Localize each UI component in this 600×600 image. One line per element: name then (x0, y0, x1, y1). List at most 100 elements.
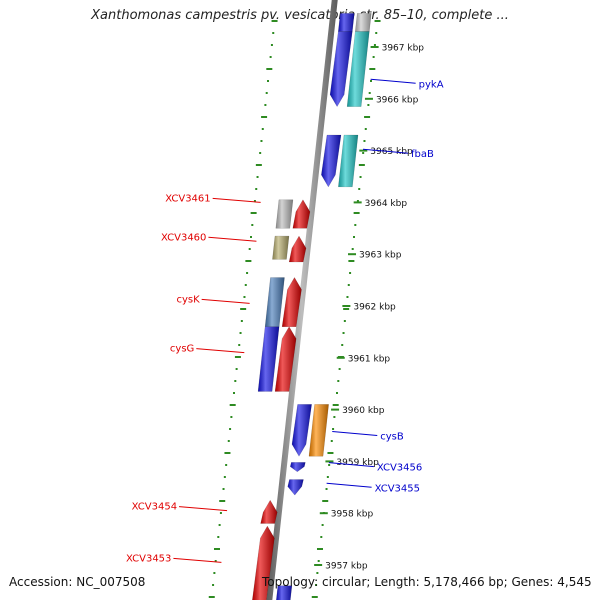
gene-label-cysb[interactable]: cysB (380, 432, 404, 443)
map-title: Xanthomonas campestris pv. vesicatoria s… (91, 8, 509, 23)
tick-mark (238, 344, 241, 346)
tick-mark (362, 152, 365, 154)
gene-cysk-outer[interactable] (264, 277, 285, 327)
gene-label-xcv3453[interactable]: XCV3453 (126, 553, 171, 564)
scale-label: 3960 kbp (342, 406, 385, 416)
gene-segment-outer[interactable] (355, 13, 372, 32)
tick-mark (234, 380, 237, 382)
tick-mark (266, 68, 273, 70)
gene-fbab-outer[interactable] (338, 134, 359, 188)
tick-mark (251, 224, 254, 226)
tick-mark (363, 140, 366, 142)
tick-mark (326, 476, 329, 478)
scale-label: 3958 kbp (331, 510, 374, 520)
label-leader-line (196, 348, 245, 354)
gene-label-xcv3460[interactable]: XCV3460 (161, 232, 206, 243)
tick-mark (229, 404, 236, 406)
tick-mark (368, 92, 371, 94)
gene-label-cysk[interactable]: cysK (176, 294, 200, 305)
tick-mark (246, 272, 249, 274)
tick-mark (358, 164, 365, 166)
gene-label-fbab[interactable]: fbaB (411, 149, 434, 160)
tick-mark (322, 500, 329, 502)
gene-xcv3460-outer[interactable] (272, 235, 290, 260)
tick-mark (364, 128, 367, 130)
scale-label: 3959 kbp (336, 458, 379, 468)
tick-mark (219, 512, 222, 514)
tick-mark (267, 80, 270, 82)
scale-tick (353, 201, 362, 204)
gene-segment-inner[interactable] (338, 13, 355, 32)
tick-mark (240, 320, 243, 322)
tick-mark (250, 236, 253, 238)
tick-mark (229, 428, 232, 430)
gene-xcv3456-inner[interactable] (290, 462, 306, 473)
tick-mark (244, 284, 247, 286)
label-leader-line (370, 78, 416, 84)
tick-marks (208, 20, 381, 598)
tick-mark (218, 524, 221, 526)
tick-mark (224, 452, 231, 454)
tick-mark (353, 236, 356, 238)
tick-mark (356, 200, 359, 202)
tick-mark (321, 524, 324, 526)
tick-mark (261, 128, 264, 130)
gene-cysg-outer[interactable] (257, 326, 280, 392)
gene-fbab-inner[interactable] (321, 134, 342, 188)
tick-mark (219, 500, 226, 502)
tick-mark (213, 548, 220, 550)
tick-mark (225, 464, 228, 466)
label-leader-line (326, 482, 372, 488)
tick-mark (320, 536, 323, 538)
gene-cysb-inner[interactable] (291, 404, 312, 457)
tick-mark (370, 80, 373, 82)
label-leader-line (201, 298, 250, 304)
tick-mark (348, 260, 355, 262)
backbone-line (266, 0, 338, 600)
tick-mark (240, 308, 247, 310)
scale-label: 3966 kbp (376, 95, 419, 105)
label-leader-line (208, 236, 257, 242)
tick-mark (264, 104, 267, 106)
gene-xcv3455-inner[interactable] (287, 479, 304, 496)
gene-xcv3461-inner[interactable] (292, 199, 311, 229)
gene-labels: pykA fbaB XCV3461 XCV3460 cysK cysG cysB XCV345… (126, 78, 444, 564)
scale-tick (364, 97, 373, 100)
gene-label-cysg[interactable]: cysG (170, 344, 194, 355)
scale-label: 3957 kbp (325, 562, 368, 572)
tick-mark (359, 176, 362, 178)
tick-mark (232, 392, 235, 394)
scale-label: 3961 kbp (348, 354, 391, 364)
scale-tick (359, 149, 368, 152)
scale-label: 3962 kbp (353, 303, 396, 313)
tick-mark (337, 380, 340, 382)
tick-mark (338, 368, 341, 370)
tick-mark (346, 296, 349, 298)
chromosome-backbone (266, 0, 338, 600)
tick-mark (351, 248, 354, 250)
scale-tick (319, 512, 328, 515)
accession-text: Accession: NC_007508 (9, 575, 146, 589)
tick-mark (234, 356, 241, 358)
gene-xcv3460-inner[interactable] (288, 235, 307, 263)
tick-mark (332, 404, 339, 406)
scale-label: 3964 kbp (365, 199, 408, 209)
label-leader-line (212, 197, 261, 203)
gene-label-xcv3454[interactable]: XCV3454 (132, 502, 177, 513)
gene-label-xcv3461[interactable]: XCV3461 (165, 193, 210, 204)
gene-label-xcv3456[interactable]: XCV3456 (377, 463, 422, 474)
tick-mark (375, 32, 378, 34)
label-leader-line (362, 148, 409, 154)
tick-mark (317, 560, 320, 562)
tick-mark (259, 152, 262, 154)
tick-mark (372, 56, 375, 58)
gene-xcv3461-outer[interactable] (275, 199, 294, 229)
gene-label-xcv3455[interactable]: XCV3455 (375, 483, 420, 494)
tick-mark (316, 548, 323, 550)
gene-xcv3454-inner[interactable] (260, 499, 278, 524)
gene-label-pyka[interactable]: pykA (419, 79, 444, 90)
tick-mark (328, 464, 331, 466)
gene-cysb-outer[interactable] (308, 404, 329, 457)
